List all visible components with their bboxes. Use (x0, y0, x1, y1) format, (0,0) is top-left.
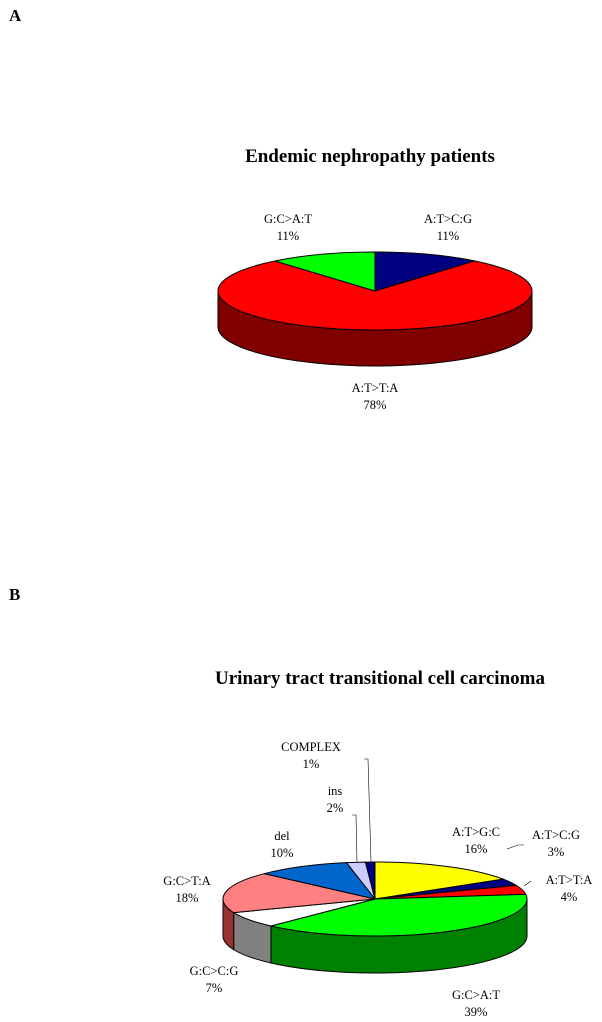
pie-slice-a-t-g-c (374, 861, 504, 900)
pie-top-layer (217, 251, 533, 331)
value-label-a-t-c-g: 3% (548, 845, 565, 859)
pie-labels: A:T>C:G 11% A:T>T:A 78% G:C>A:T 11% (264, 212, 472, 412)
category-label-a-t-c-g: A:T>C:G (532, 828, 580, 842)
chart-title-b: Urinary tract transitional cell carcinom… (215, 668, 545, 689)
category-label-a-t-t-a: A:T>T:A (546, 873, 593, 887)
value-label-a-t-g-c: 16% (465, 842, 488, 856)
category-label-g-c-c-g: G:C>C:G (190, 964, 239, 978)
category-label-a-t-g-c: A:T>G:C (452, 825, 500, 839)
pie-chart-b: A:T>G:C 16% A:T>C:G 3% A:T>T:A 4% G:C>A:T 39% G:… (163, 740, 592, 1019)
value-label-g-c-t-a: 18% (176, 891, 199, 905)
category-label-a-t-c-g: A:T>C:G (424, 212, 472, 226)
pie-chart-a: A:T>C:G 11% A:T>T:A 78% G:C>A:T 11% (217, 212, 533, 412)
leader-line-a-t-t-a (523, 880, 532, 887)
category-label-ins: ins (328, 784, 343, 798)
pie-slice-complex (364, 861, 376, 900)
value-label-a-t-t-a: 78% (364, 398, 387, 412)
pie-slice-a-t-t-a (217, 260, 533, 331)
leader-line-complex (364, 758, 372, 863)
value-label-g-c-a-t: 39% (465, 1005, 488, 1019)
value-label-g-c-c-g: 7% (206, 981, 223, 995)
category-label-a-t-t-a: A:T>T:A (352, 381, 399, 395)
value-label-g-c-a-t: 11% (277, 229, 299, 243)
pie-labels: A:T>G:C 16% A:T>C:G 3% A:T>T:A 4% G:C>A:T 39% G:… (163, 740, 592, 1019)
category-label-g-c-a-t: G:C>A:T (452, 988, 500, 1002)
pie-top-layer (222, 861, 528, 937)
category-label-del: del (274, 829, 290, 843)
leader-line-a-t-c-g (506, 844, 524, 850)
value-label-ins: 2% (327, 801, 344, 815)
panel-label-b: B (9, 585, 21, 604)
pie-slice-g-c-a-t (274, 251, 376, 292)
leader-line-ins (352, 814, 358, 863)
category-label-g-c-a-t: G:C>A:T (264, 212, 312, 226)
pie-slice-del (263, 862, 376, 900)
value-label-del: 10% (271, 846, 294, 860)
pie-slice-a-t-c-g (374, 251, 476, 292)
value-label-a-t-t-a: 4% (561, 890, 578, 904)
panel-label-a: A (9, 6, 22, 25)
category-label-complex: COMPLEX (281, 740, 341, 754)
category-label-g-c-t-a: G:C>T:A (163, 874, 210, 888)
value-label-a-t-c-g: 11% (437, 229, 459, 243)
chart-title-a: Endemic nephropathy patients (245, 146, 495, 167)
pie-slice-g-c-t-a (222, 873, 376, 914)
pie-slice-g-c-a-t (270, 893, 528, 937)
value-label-complex: 1% (303, 757, 320, 771)
